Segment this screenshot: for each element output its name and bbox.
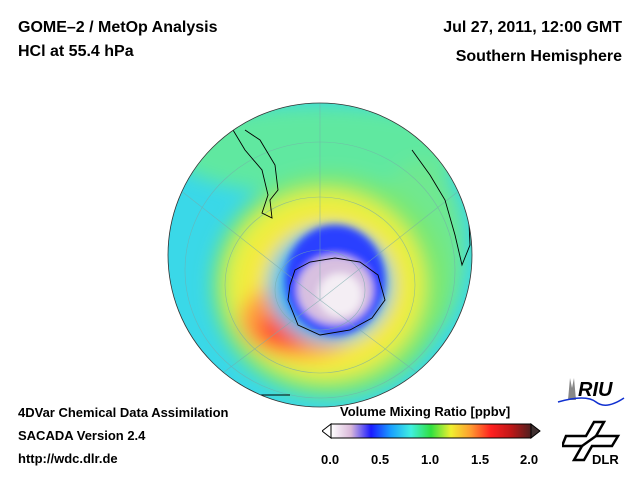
dlr-logo: DLR (562, 420, 621, 467)
product-title: GOME–2 / MetOp Analysis (18, 19, 218, 36)
colorbar-scale (330, 423, 532, 439)
svg-text:RIU: RIU (578, 379, 613, 401)
riu-logo: RIU (557, 378, 625, 406)
colorbar (322, 422, 541, 440)
tick-label: 1.5 (471, 452, 490, 467)
version-label: SACADA Version 2.4 (18, 428, 146, 443)
assimilation-label: 4DVar Chemical Data Assimilation (18, 405, 229, 420)
datetime: Jul 27, 2011, 12:00 GMT (443, 19, 622, 36)
colorbar-low-arrow (322, 422, 332, 440)
website-link[interactable]: http://wdc.dlr.de (18, 451, 118, 466)
tick-label: 1.0 (421, 452, 440, 467)
species-level: HCl at 55.4 hPa (18, 43, 134, 60)
tick-label: 2.0 (520, 452, 539, 467)
hemisphere: Southern Hemisphere (455, 48, 622, 65)
colorbar-title: Volume Mixing Ratio [ppbv] (340, 404, 511, 419)
svg-text:DLR: DLR (592, 452, 619, 467)
tick-label: 0.5 (371, 452, 390, 467)
tick-label: 0.0 (321, 452, 340, 467)
colorbar-high-arrow (530, 422, 541, 440)
